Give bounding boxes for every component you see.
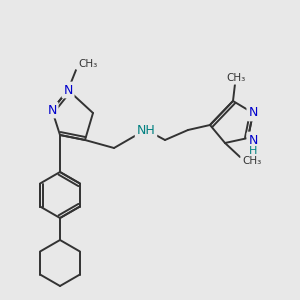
Text: N: N bbox=[63, 83, 73, 97]
Text: N: N bbox=[47, 103, 57, 116]
Text: NH: NH bbox=[136, 124, 155, 136]
Text: CH₃: CH₃ bbox=[78, 59, 97, 69]
Text: CH₃: CH₃ bbox=[226, 73, 246, 83]
Text: N: N bbox=[248, 134, 258, 146]
Text: CH₃: CH₃ bbox=[242, 156, 261, 166]
Text: H: H bbox=[249, 146, 257, 156]
Text: N: N bbox=[248, 106, 258, 119]
